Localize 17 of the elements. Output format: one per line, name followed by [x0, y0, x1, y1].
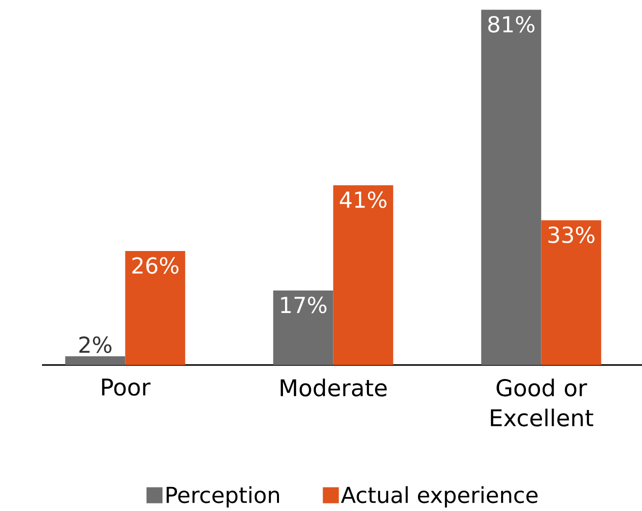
data-label: 81%	[488, 16, 534, 33]
data-label: 26%	[132, 257, 178, 274]
bar	[273, 290, 334, 365]
legend-label: Actual experience	[341, 486, 538, 508]
x-tick-label: Poor	[102, 378, 151, 396]
data-label: 2%	[79, 336, 112, 354]
bar	[541, 220, 602, 365]
data-label: 17%	[281, 296, 326, 314]
data-label: 33%	[548, 226, 594, 244]
bar	[65, 356, 126, 365]
data-label: 41%	[340, 191, 386, 208]
legend-label: Perception	[166, 486, 279, 508]
bar	[481, 10, 542, 365]
bar	[125, 250, 186, 365]
bar	[333, 185, 394, 365]
x-tick-label: Moderate	[280, 378, 387, 396]
x-tick-label: Good or Excellent	[490, 378, 594, 426]
